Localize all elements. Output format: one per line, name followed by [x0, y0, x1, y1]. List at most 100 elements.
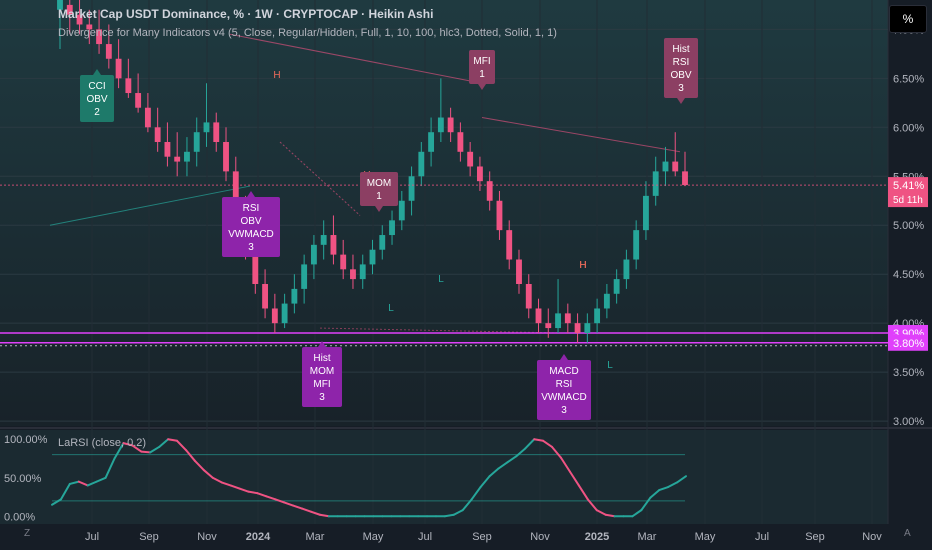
osc-series-segment [292, 504, 304, 510]
x-tick-label: Sep [139, 531, 159, 543]
candle-body [633, 230, 640, 260]
divergence-label-box [469, 50, 495, 84]
candle-body [86, 24, 93, 30]
candle-body [154, 127, 161, 142]
candle-body [232, 171, 239, 211]
candle-body [555, 313, 561, 329]
divergence-label-text: 1 [479, 69, 485, 80]
divergence-label-text: MFI [473, 56, 490, 67]
candle-body [623, 259, 630, 280]
candle-body [652, 171, 659, 196]
x-tick-label: 2024 [246, 531, 271, 543]
candle-body [164, 142, 171, 157]
divergence-label-pointer [478, 84, 486, 90]
candle-body [340, 254, 347, 270]
candle-body [613, 279, 620, 294]
osc-series-segment [167, 438, 179, 442]
divergence-label-pointer [93, 69, 101, 75]
osc-series-segment [667, 481, 679, 489]
pivot-label: H [579, 260, 586, 271]
osc-series-segment [452, 509, 464, 516]
osc-series-segment [488, 467, 500, 478]
divergence-line [49, 185, 251, 226]
osc-series-segment [479, 475, 491, 489]
level-tag-label: 3.80% [893, 338, 924, 350]
candle-body [57, 0, 63, 10]
pivot-label: L [438, 274, 444, 285]
osc-series-segment [461, 498, 473, 512]
osc-series-segment [274, 498, 286, 504]
candle-body [428, 132, 435, 152]
divergence-label-text: MACD [549, 366, 578, 377]
osc-series-segment [95, 476, 107, 483]
candle-body [437, 117, 444, 133]
divergence-label-text: Hist [672, 44, 689, 55]
oscillator-title: LaRSI (close, 0.2) [58, 437, 147, 449]
divergence-label-text: MOM [310, 366, 334, 377]
candle-body [389, 220, 395, 236]
candle-body [369, 249, 376, 265]
candle-body [447, 117, 454, 133]
osc-series-segment [676, 475, 687, 484]
osc-series-segment [533, 438, 545, 442]
candle-body [418, 151, 425, 177]
candle-body [564, 313, 571, 324]
y-tick-label: 5.00% [893, 220, 924, 232]
candle-body [271, 308, 278, 324]
candle-body [535, 308, 542, 324]
osc-series-segment [640, 496, 652, 512]
x-tick-label: 2025 [585, 531, 609, 543]
divergence-label-text: MOM [367, 178, 391, 189]
candle-body [281, 303, 288, 324]
divergence-label-text: 3 [319, 392, 325, 403]
divergence-label-text: 1 [376, 191, 382, 202]
last-price-label: 5.41% [893, 180, 924, 192]
divergence-label-text: VWMACD [541, 392, 587, 403]
divergence-label-text: VWMACD [228, 229, 274, 240]
osc-series-segment [604, 513, 616, 518]
candle-body [105, 44, 112, 59]
divergence-label-text: 3 [248, 242, 254, 253]
osc-series-segment [211, 476, 223, 484]
osc-series-segment [524, 438, 536, 450]
candle-body [379, 235, 386, 250]
percent-scale-button[interactable]: % [889, 5, 927, 33]
divergence-label-box [664, 38, 698, 98]
candle-body [125, 78, 132, 94]
osc-series-segment [577, 484, 589, 501]
x-tick-label: Jul [755, 531, 769, 543]
pivot-label: L [607, 360, 613, 371]
x-tick-label: Mar [306, 531, 325, 543]
candle-body [301, 264, 308, 289]
osc-series-segment [542, 439, 554, 448]
divergence-line [229, 33, 483, 84]
candle-body [682, 171, 688, 186]
candle-body [291, 288, 298, 304]
candle-body [320, 235, 327, 245]
divergence-label-pointer [247, 191, 255, 197]
candle-body [223, 142, 229, 172]
x-tick-label: Jul [85, 531, 99, 543]
osc-series-segment [247, 490, 259, 495]
candle-body [574, 323, 581, 333]
candle-body [115, 58, 122, 79]
candle-body [525, 284, 532, 309]
osc-series-segment [559, 456, 571, 473]
last-price-tag [888, 177, 928, 208]
candle-body [66, 4, 73, 15]
divergence-label-pointer [560, 354, 568, 360]
zoom-corner-button[interactable]: Z [24, 528, 31, 539]
divergence-label-box [360, 172, 398, 206]
osc-series-segment [113, 442, 125, 460]
candle-body [486, 181, 493, 201]
osc-series-segment [443, 513, 455, 518]
divergence-line [319, 327, 561, 334]
candle-body [310, 244, 317, 265]
auto-scale-button[interactable]: A [904, 528, 911, 539]
candle-body [184, 151, 190, 162]
candle-body [506, 230, 513, 260]
divergence-label-text: CCI [88, 81, 105, 92]
divergence-label-text: Hist [313, 353, 330, 364]
divergence-label-text: 3 [561, 405, 567, 416]
x-tick-label: Nov [197, 531, 217, 543]
